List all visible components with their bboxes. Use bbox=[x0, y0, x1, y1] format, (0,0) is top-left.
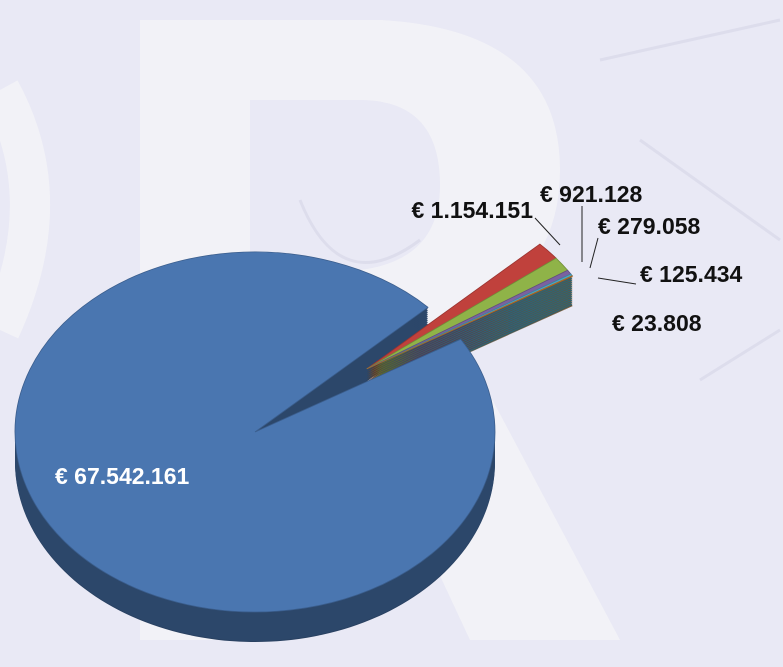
page: {"chart_data": {"type": "pie", "values":… bbox=[0, 0, 783, 667]
data-label: € 1.154.151 bbox=[411, 197, 533, 223]
data-label: € 67.542.161 bbox=[55, 463, 190, 489]
data-label: € 23.808 bbox=[612, 310, 702, 336]
slice bbox=[15, 252, 495, 612]
data-label: € 921.128 bbox=[540, 181, 643, 207]
data-label: € 125.434 bbox=[640, 261, 743, 287]
data-label: € 279.058 bbox=[598, 213, 701, 239]
chart: € 67.542.161 € 1.154.151 € 921.128 € 279.05… bbox=[0, 0, 783, 667]
